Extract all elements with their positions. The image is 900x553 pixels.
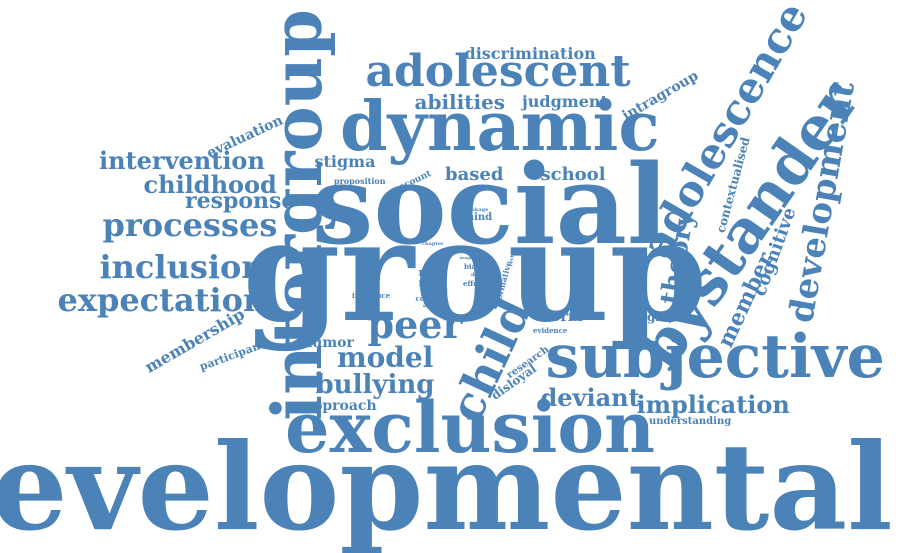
word-cloud-word: developmental bbox=[0, 417, 893, 553]
word-cloud-word: expectation bbox=[57, 281, 267, 319]
word-cloud-word: percent bbox=[426, 286, 448, 293]
word-cloud-word: weight bbox=[624, 310, 670, 324]
word-cloud-word: dynamic bbox=[340, 87, 660, 167]
word-cloud-word: peer bbox=[367, 302, 463, 347]
word-cloud-word: usage bbox=[459, 255, 473, 260]
word-cloud-word: stigma bbox=[314, 152, 376, 171]
word-cloud-word: inclusion bbox=[99, 248, 265, 286]
word-cloud-word: judgment bbox=[522, 92, 608, 111]
word-cloud-word: effect bbox=[463, 278, 486, 288]
word-cloud-word: group bbox=[242, 190, 708, 354]
word-cloud-word: humor bbox=[302, 335, 354, 351]
word-cloud-word: deviant bbox=[540, 383, 640, 412]
word-cloud-word: exclusion bbox=[285, 386, 655, 469]
word-cloud-word: school bbox=[540, 164, 606, 185]
word-cloud-word: intervention bbox=[99, 146, 265, 175]
word-cloud-word: bullying bbox=[315, 370, 435, 400]
word-cloud-word: bias bbox=[464, 261, 481, 271]
word-cloud-word: race bbox=[418, 265, 446, 279]
word-cloud-word: adolescent bbox=[365, 46, 631, 97]
word-cloud-word: proposition bbox=[334, 176, 386, 186]
word-cloud-word: abilities bbox=[414, 90, 506, 114]
word-cloud-word: social bbox=[311, 140, 669, 269]
word-cloud-word: subjective bbox=[545, 322, 885, 392]
word-cloud-word: mind bbox=[463, 212, 493, 223]
word-cloud-word: response bbox=[185, 188, 296, 214]
word-cloud-word: more bbox=[418, 278, 448, 289]
word-cloud-word: approach bbox=[303, 398, 377, 414]
word-cloud-word: processes bbox=[102, 206, 278, 244]
word-cloud-word: norm bbox=[541, 309, 583, 325]
word-cloud-word: based bbox=[445, 164, 504, 185]
word-cloud-word: discrimination bbox=[464, 44, 596, 63]
word-cloud-word: model bbox=[337, 341, 434, 374]
word-cloud-word: dugd bbox=[471, 271, 486, 278]
word-cloud-word: understanding bbox=[649, 416, 732, 427]
word-cloud-word: implication bbox=[636, 390, 790, 419]
word-cloud-word: linkage bbox=[467, 206, 489, 213]
word-cloud-word: average bbox=[423, 302, 450, 309]
word-cloud-word: evidence bbox=[533, 325, 568, 335]
word-cloud-word: childhood bbox=[143, 170, 277, 199]
word-cloud-word: introduce bbox=[352, 290, 391, 300]
word-cloud-word: chapter bbox=[422, 240, 444, 247]
word-cloud-word: context bbox=[415, 293, 445, 303]
